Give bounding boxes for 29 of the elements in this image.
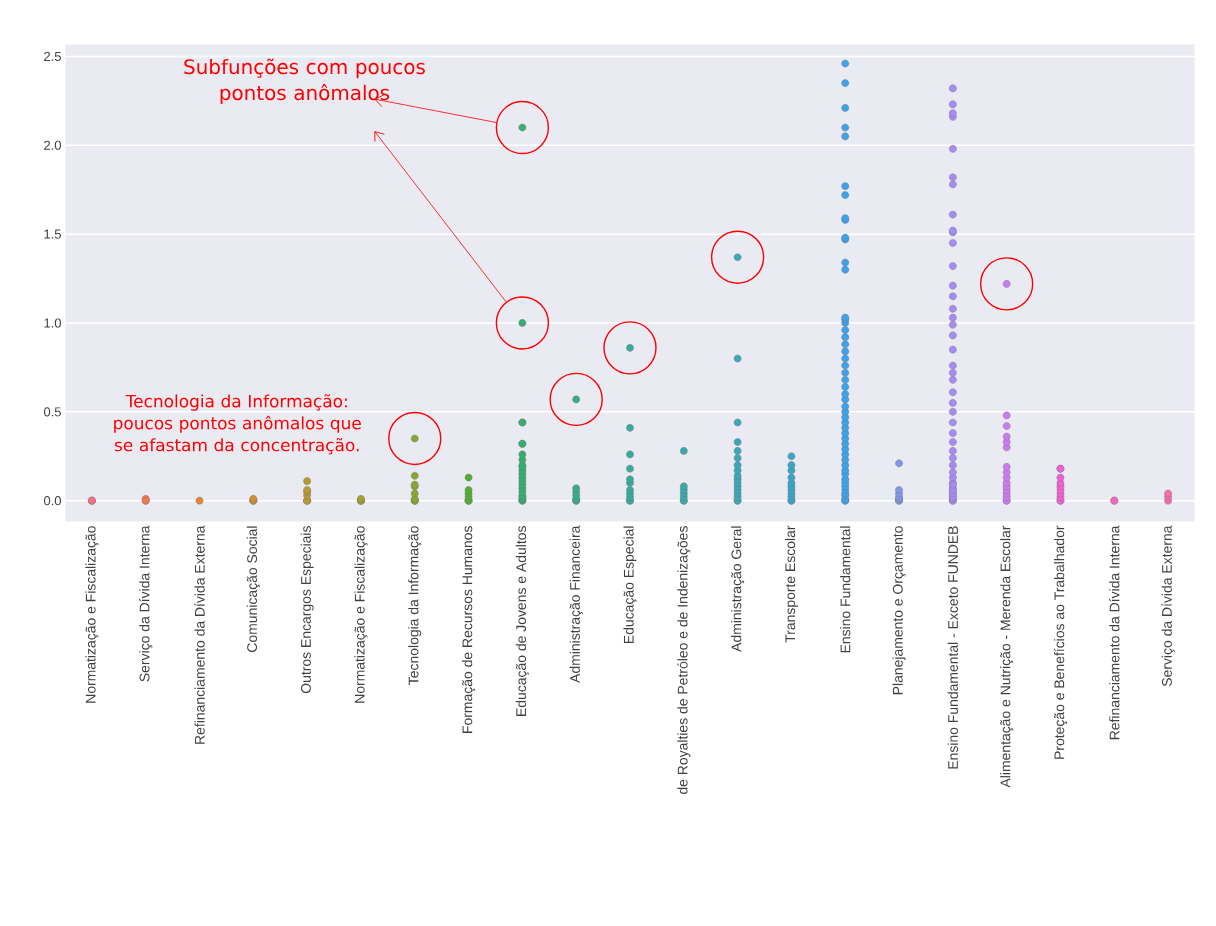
x-tick-label: Normatização e Fiscalização — [85, 526, 99, 703]
x-tick-label: Ensino Fundamental - Exceto FUNDEB — [947, 526, 958, 769]
x-tick-label: Administração Financeira — [569, 525, 583, 683]
x-tick-label: Refinanciamento da Dívida Interna — [1109, 525, 1120, 740]
x-tick-label: Serviço da Dívida Externa — [1161, 525, 1175, 687]
x-tick-label: Tecnologia da Informação — [408, 526, 422, 685]
y-tick-label: 2.5 — [44, 51, 61, 62]
x-tick-label: Administração Geral — [731, 526, 745, 652]
y-tick-label: 1.5 — [44, 229, 61, 239]
x-tick-label: Formação de Recursos Humanos — [462, 526, 476, 733]
x-tick-label: Outros Encargos Especiais — [300, 526, 314, 694]
y-tick-label: 0.0 — [43, 496, 61, 506]
x-tick-label: Alimentação e Nutrição - Merenda Escolar — [1000, 525, 1014, 788]
x-tick-label: Comunicação Social — [246, 526, 260, 652]
annotation: Subfunções com poucos pontos anômalos — [184, 58, 425, 105]
y-tick-label: 1.0 — [44, 318, 61, 328]
x-tick-label: Educação Especial — [623, 526, 637, 644]
x-tick-label: Refinanciamento da Dívida Externa — [194, 525, 205, 744]
x-tick-label: Ensino Fundamental — [840, 526, 851, 653]
x-tick-label: Serviço da Dívida Interna — [139, 525, 153, 682]
x-tick-label: Proteção e Benefícios ao Trabalhador — [1053, 525, 1068, 759]
y-tick-label: 2.0 — [44, 140, 61, 150]
y-tick-label: 0.5 — [43, 407, 61, 417]
x-tick-label: Planejamento e Orçamento — [892, 526, 906, 695]
annotation: Tecnologia da Informação: poucos pontos anômalos que se afastam da concentração. — [114, 394, 361, 455]
x-tick-label: Transporte Escolar — [784, 525, 798, 643]
x-tick-label: de Royalties de Petróleo e de Indenizações — [677, 526, 691, 794]
x-tick-label: Normatização e Fiscalização — [354, 526, 368, 703]
x-tick-label: Educação de Jovens e Adultos — [515, 526, 529, 716]
